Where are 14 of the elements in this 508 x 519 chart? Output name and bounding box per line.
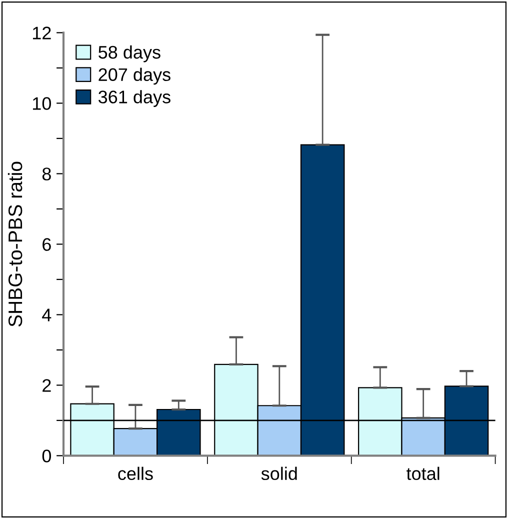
legend-label: 361 days bbox=[98, 90, 170, 107]
y-tick-label: 12 bbox=[32, 26, 51, 40]
y-tick-label: 8 bbox=[42, 168, 51, 180]
x-tick-label: solid bbox=[261, 466, 297, 480]
x-tick-label: cells bbox=[118, 466, 153, 480]
legend-label: 58 days bbox=[98, 45, 160, 62]
y-tick-label: 4 bbox=[42, 308, 52, 322]
y-tick-label: 2 bbox=[42, 379, 51, 392]
y-tick-label: 0 bbox=[42, 450, 51, 462]
y-tick-label: 6 bbox=[42, 238, 51, 251]
legend-label: 207 days bbox=[98, 68, 170, 85]
y-axis-title: SHBG-to-PBS ratio bbox=[8, 162, 22, 327]
x-tick-label: total bbox=[406, 466, 440, 480]
y-tick-label: 10 bbox=[32, 97, 51, 110]
